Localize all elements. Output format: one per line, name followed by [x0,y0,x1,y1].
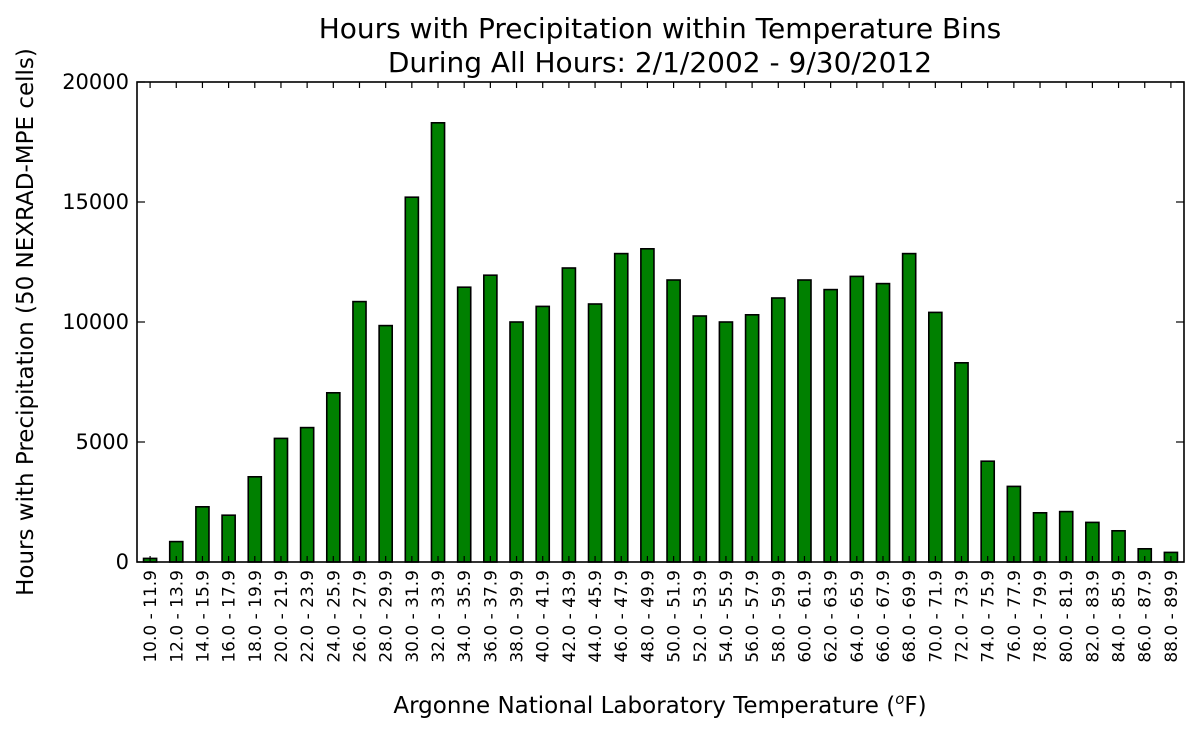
x-axis-label-text: Argonne National Laboratory Temperature … [393,693,895,719]
x-tick-label: 54.0 - 55.9 [717,570,737,663]
x-tick-label: 32.0 - 33.9 [429,570,449,663]
x-tick-label: 70.0 - 71.9 [926,570,946,663]
bar [875,282,891,563]
x-tick-label: 10.0 - 11.9 [141,570,161,663]
bar [797,279,812,563]
chart-subtitle: During All Hours: 2/1/2002 - 9/30/2012 [388,46,932,79]
x-tick-label: 24.0 - 25.9 [324,570,344,663]
y-axis-label: Hours with Precipitation (50 NEXRAD-MPE … [13,48,39,596]
x-tick-label: 62.0 - 63.9 [822,570,842,663]
x-tick-label: 52.0 - 53.9 [691,570,711,663]
x-tick-label: 42.0 - 43.9 [560,570,580,663]
bars-group [142,122,1179,563]
x-tick-label: 48.0 - 49.9 [638,570,658,663]
x-tick-label: 76.0 - 77.9 [1005,570,1025,663]
y-tick-label: 10000 [62,310,129,334]
x-axis-label-unit: F) [904,693,926,719]
x-tick-label: 40.0 - 41.9 [534,570,554,663]
x-tick-label: 80.0 - 81.9 [1057,570,1077,663]
bar [823,288,838,563]
bar [509,321,524,563]
bar [1058,510,1074,563]
x-tick-label: 12.0 - 13.9 [167,570,187,663]
x-tick-label: 66.0 - 67.9 [874,570,894,663]
x-tick-label: 58.0 - 59.9 [769,570,789,663]
x-tick-label: 68.0 - 69.9 [900,570,920,663]
bar [901,252,917,563]
x-tick-label: 36.0 - 37.9 [481,570,501,663]
bar [299,426,315,563]
x-axis-label: Argonne National Laboratory Temperature … [393,690,926,719]
bar [692,315,708,563]
bar [561,267,577,563]
bar [325,391,341,563]
x-tick-label: 50.0 - 51.9 [665,570,685,663]
bar [770,297,786,563]
x-tick-label: 38.0 - 39.9 [508,570,528,663]
x-tick-label: 60.0 - 61.9 [795,570,815,663]
bar [954,361,969,563]
bar [195,505,210,563]
x-tick-label: 74.0 - 75.9 [979,570,999,663]
x-tick-label: 22.0 - 23.9 [298,570,318,663]
x-axis: 10.0 - 11.9 12.0 - 13.9 14.0 - 15.9 16.0 - … [141,82,1182,663]
x-tick-label: 86.0 - 87.9 [1136,570,1156,663]
y-tick-label: 20000 [62,70,129,94]
bar [980,460,996,563]
x-axis-label-degree: o [895,690,904,708]
x-tick-label: 16.0 - 17.9 [220,570,240,663]
y-tick-label: 5000 [76,430,129,454]
bar [718,321,734,563]
x-tick-label: 78.0 - 79.9 [1031,570,1051,663]
x-tick-label: 72.0 - 73.9 [953,570,973,663]
x-tick-label: 46.0 - 47.9 [612,570,632,663]
bar [483,274,498,563]
bar [430,122,446,563]
bar [744,313,760,563]
y-tick-label: 0 [116,550,129,574]
bar [456,286,472,563]
y-axis: 0 5000 10000 15000 20000 [62,70,1184,574]
x-tick-label: 64.0 - 65.9 [848,570,868,663]
bar [927,311,943,563]
bar [404,196,420,563]
bar [587,303,603,563]
bar [378,324,394,563]
y-tick-label: 15000 [62,190,129,214]
x-tick-label: 84.0 - 85.9 [1110,570,1130,663]
chart-title: Hours with Precipitation within Temperat… [319,12,1002,45]
bar [849,275,865,563]
bar [221,514,236,563]
bar [535,305,551,563]
plot-frame [136,81,1185,563]
bar [1006,485,1022,563]
x-tick-label: 14.0 - 15.9 [193,570,213,663]
x-tick-label: 30.0 - 31.9 [403,570,423,663]
x-tick-label: 34.0 - 35.9 [455,570,475,663]
x-tick-label: 82.0 - 83.9 [1083,570,1103,663]
bar [1032,511,1048,563]
x-tick-label: 28.0 - 29.9 [377,570,397,663]
x-tick-label: 88.0 - 89.9 [1162,570,1182,663]
bar [273,437,289,563]
x-tick-label: 26.0 - 27.9 [350,570,370,663]
bar [666,279,681,563]
bar [640,248,655,563]
bar [247,475,263,563]
bar [613,252,629,563]
x-tick-label: 20.0 - 21.9 [272,570,292,663]
bar [352,300,367,563]
x-tick-label: 44.0 - 45.9 [586,570,606,663]
x-tick-label: 18.0 - 19.9 [246,570,266,663]
x-tick-label: 56.0 - 57.9 [743,570,763,663]
